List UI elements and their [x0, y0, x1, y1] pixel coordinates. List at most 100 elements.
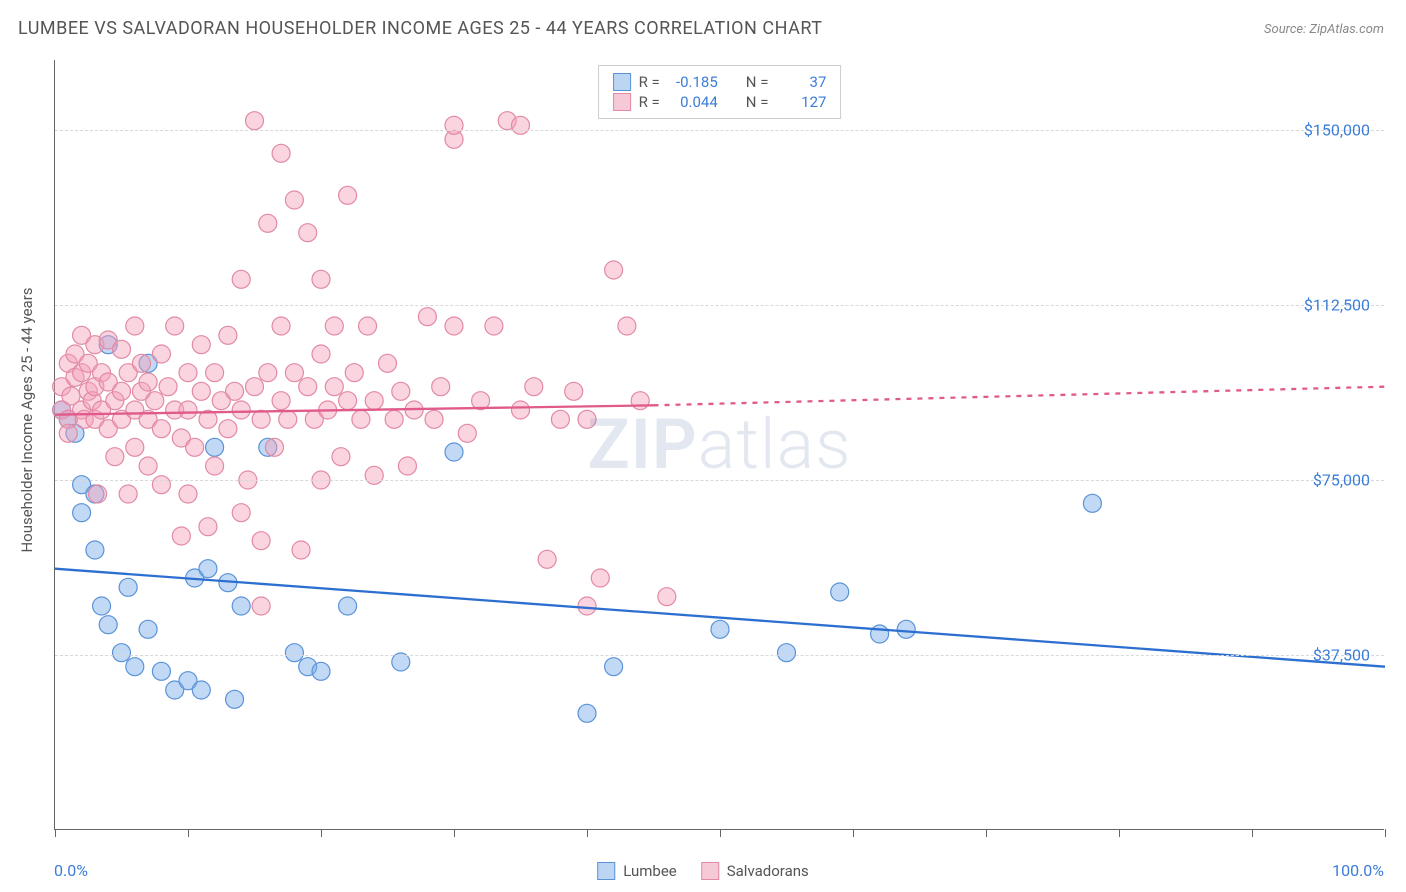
data-point: [512, 401, 530, 419]
data-point: [339, 186, 357, 204]
scatter-plot-svg: [55, 60, 1384, 829]
y-tick-label: $75,000: [1313, 471, 1370, 490]
data-point: [578, 410, 596, 428]
data-point: [59, 424, 77, 442]
data-point: [126, 438, 144, 456]
y-tick-label: $37,500: [1313, 646, 1370, 665]
x-axis-max-label: 100.0%: [1332, 861, 1384, 880]
trend-line-dashed: [654, 387, 1386, 406]
data-point: [565, 382, 583, 400]
data-point: [578, 597, 596, 615]
x-tick: [188, 829, 189, 837]
data-point: [345, 364, 363, 382]
data-point: [485, 317, 503, 335]
legend-item: Salvadorans: [701, 862, 809, 880]
data-point: [93, 597, 111, 615]
data-point: [352, 410, 370, 428]
data-point: [186, 438, 204, 456]
data-point: [73, 504, 91, 522]
data-point: [359, 317, 377, 335]
data-point: [126, 658, 144, 676]
x-tick: [720, 829, 721, 837]
data-point: [605, 658, 623, 676]
gridline: [55, 305, 1384, 306]
data-point: [219, 326, 237, 344]
data-point: [379, 354, 397, 372]
gridline: [55, 480, 1384, 481]
data-point: [199, 518, 217, 536]
data-point: [538, 550, 556, 568]
data-point: [206, 457, 224, 475]
data-point: [445, 116, 463, 134]
gridline: [55, 130, 1384, 131]
data-point: [285, 364, 303, 382]
n-label: N =: [746, 93, 769, 111]
data-point: [86, 541, 104, 559]
x-tick: [986, 829, 987, 837]
legend-swatch: [701, 862, 719, 880]
data-point: [179, 485, 197, 503]
x-tick: [853, 829, 854, 837]
legend-swatch: [597, 862, 615, 880]
data-point: [226, 382, 244, 400]
data-point: [658, 588, 676, 606]
data-point: [871, 625, 889, 643]
legend-label: Lumbee: [623, 862, 677, 880]
data-point: [299, 224, 317, 242]
data-point: [206, 438, 224, 456]
data-point: [252, 532, 270, 550]
data-point: [113, 382, 131, 400]
data-point: [285, 644, 303, 662]
data-point: [631, 392, 649, 410]
data-point: [246, 112, 264, 130]
data-point: [232, 504, 250, 522]
n-value: 127: [776, 93, 826, 111]
r-value: 0.044: [668, 93, 718, 111]
data-point: [398, 457, 416, 475]
legend-item: Lumbee: [597, 862, 677, 880]
data-point: [778, 644, 796, 662]
data-point: [192, 382, 210, 400]
data-point: [312, 662, 330, 680]
data-point: [339, 597, 357, 615]
data-point: [179, 364, 197, 382]
data-point: [259, 214, 277, 232]
data-point: [119, 578, 137, 596]
data-point: [139, 373, 157, 391]
y-tick-label: $112,500: [1304, 296, 1370, 315]
n-label: N =: [746, 73, 769, 91]
data-point: [711, 620, 729, 638]
data-point: [418, 308, 436, 326]
data-point: [605, 261, 623, 279]
data-point: [445, 317, 463, 335]
data-point: [332, 448, 350, 466]
data-point: [179, 401, 197, 419]
x-tick: [55, 829, 56, 837]
data-point: [159, 378, 177, 396]
data-point: [591, 569, 609, 587]
data-point: [325, 317, 343, 335]
data-point: [512, 116, 530, 134]
data-point: [192, 336, 210, 354]
r-label: R =: [639, 73, 660, 91]
data-point: [219, 420, 237, 438]
y-axis-title: Householder Income Ages 25 - 44 years: [18, 287, 36, 552]
data-point: [525, 378, 543, 396]
data-point: [897, 620, 915, 638]
data-point: [152, 345, 170, 363]
data-point: [259, 364, 277, 382]
data-point: [279, 410, 297, 428]
gridline: [55, 655, 1384, 656]
data-point: [126, 317, 144, 335]
data-point: [831, 583, 849, 601]
data-point: [252, 597, 270, 615]
trend-line: [55, 569, 1385, 667]
data-point: [432, 378, 450, 396]
data-point: [139, 457, 157, 475]
series-swatch: [613, 93, 631, 111]
data-point: [618, 317, 636, 335]
x-tick: [587, 829, 588, 837]
data-point: [1083, 494, 1101, 512]
data-point: [106, 448, 124, 466]
data-point: [89, 485, 107, 503]
